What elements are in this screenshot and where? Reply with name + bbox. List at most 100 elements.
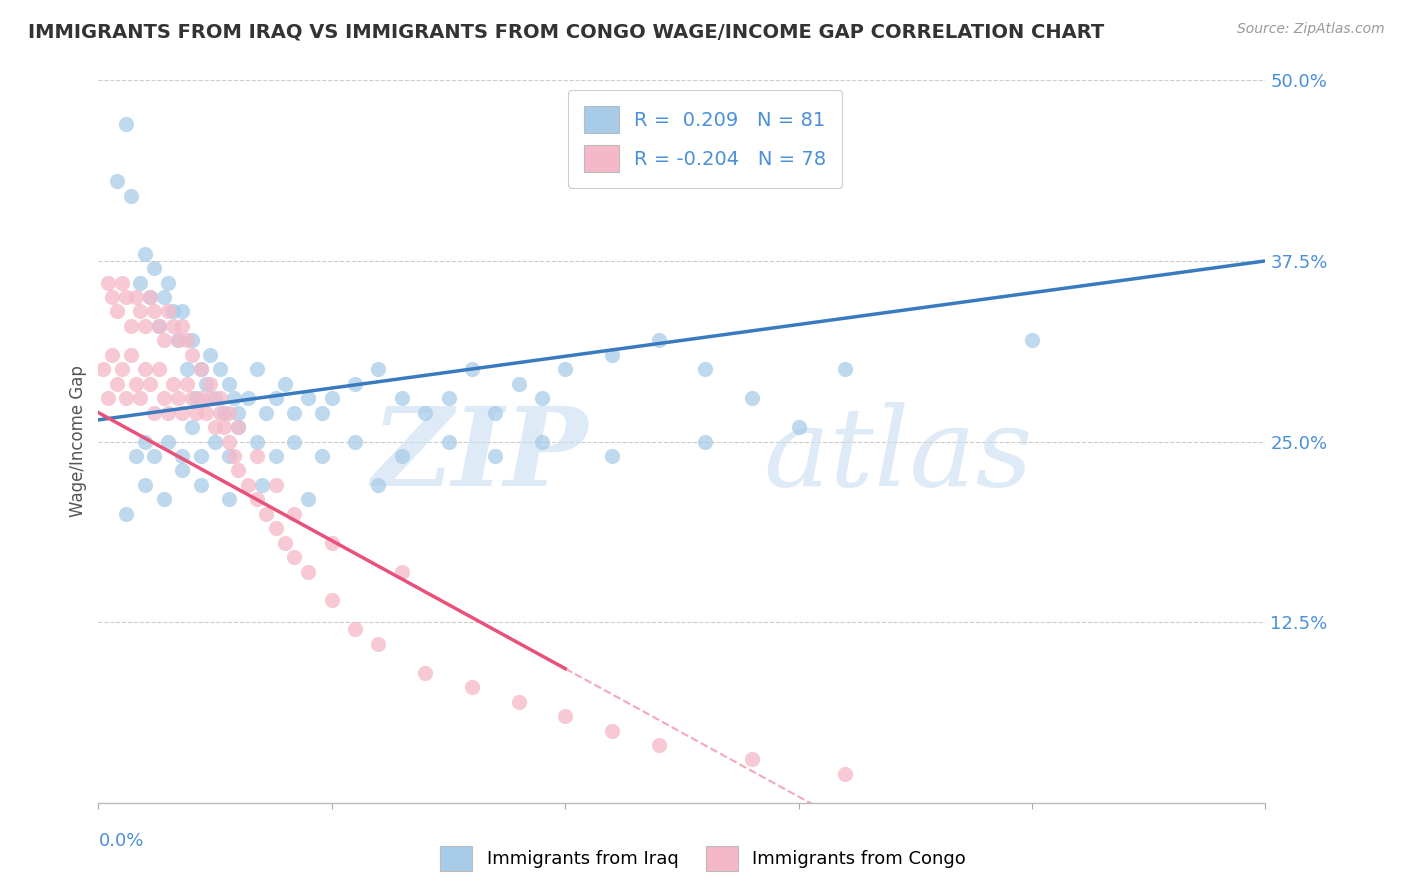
Y-axis label: Wage/Income Gap: Wage/Income Gap — [69, 366, 87, 517]
Point — [105, 304, 128, 318]
Point — [97, 391, 120, 405]
Point — [134, 362, 156, 376]
Point — [250, 478, 273, 492]
Point — [222, 449, 245, 463]
Point — [297, 565, 319, 579]
Point — [134, 246, 156, 260]
Point — [129, 391, 152, 405]
Point — [367, 478, 389, 492]
Point — [157, 406, 180, 420]
Point — [166, 334, 188, 348]
Point — [246, 434, 269, 449]
Point — [600, 723, 623, 738]
Point — [256, 406, 278, 420]
Text: ZIP: ZIP — [373, 402, 589, 509]
Point — [530, 434, 553, 449]
Point — [228, 463, 250, 477]
Point — [186, 406, 208, 420]
Point — [218, 406, 240, 420]
Point — [157, 434, 180, 449]
Point — [194, 376, 217, 391]
Point — [222, 391, 245, 405]
Point — [120, 189, 142, 203]
Point — [208, 391, 231, 405]
Point — [256, 507, 278, 521]
Point — [176, 334, 198, 348]
Point — [600, 348, 623, 362]
Point — [200, 348, 222, 362]
Point — [391, 391, 413, 405]
Point — [437, 434, 460, 449]
Point — [115, 507, 138, 521]
Point — [143, 406, 166, 420]
Point — [484, 406, 506, 420]
Point — [180, 334, 202, 348]
Point — [200, 376, 222, 391]
Point — [391, 565, 413, 579]
Point — [143, 304, 166, 318]
Point — [134, 318, 156, 333]
Point — [311, 406, 333, 420]
Point — [120, 318, 142, 333]
Point — [484, 449, 506, 463]
Point — [283, 406, 305, 420]
Point — [139, 290, 162, 304]
Point — [236, 478, 259, 492]
Point — [228, 420, 250, 434]
Point — [125, 290, 148, 304]
Point — [115, 290, 138, 304]
Point — [208, 362, 231, 376]
Point — [148, 318, 170, 333]
Point — [437, 391, 460, 405]
Point — [214, 406, 236, 420]
Point — [105, 174, 128, 188]
Text: atlas: atlas — [763, 402, 1033, 509]
Point — [461, 680, 484, 694]
Point — [204, 420, 226, 434]
Point — [741, 391, 763, 405]
Point — [283, 550, 305, 565]
Point — [200, 391, 222, 405]
Point — [204, 434, 226, 449]
Point — [143, 449, 166, 463]
Point — [115, 117, 138, 131]
Point — [176, 362, 198, 376]
Point — [695, 434, 717, 449]
Point — [413, 406, 436, 420]
Point — [105, 376, 128, 391]
Point — [461, 362, 484, 376]
Point — [647, 334, 669, 348]
Point — [695, 362, 717, 376]
Point — [152, 334, 174, 348]
Point — [297, 391, 319, 405]
Point — [834, 767, 856, 781]
Point — [190, 478, 212, 492]
Point — [264, 478, 287, 492]
Point — [166, 391, 188, 405]
Point — [321, 535, 343, 549]
Point — [208, 406, 231, 420]
Point — [148, 318, 170, 333]
Point — [115, 391, 138, 405]
Point — [125, 376, 148, 391]
Point — [508, 376, 530, 391]
Point — [162, 318, 184, 333]
Point — [143, 261, 166, 276]
Point — [172, 463, 194, 477]
Point — [787, 420, 810, 434]
Point — [367, 362, 389, 376]
Point — [344, 623, 367, 637]
Point — [647, 738, 669, 752]
Point — [228, 420, 250, 434]
Point — [190, 391, 212, 405]
Point — [321, 391, 343, 405]
Point — [264, 449, 287, 463]
Text: Source: ZipAtlas.com: Source: ZipAtlas.com — [1237, 22, 1385, 37]
Point — [186, 391, 208, 405]
Point — [152, 391, 174, 405]
Point — [139, 290, 162, 304]
Point — [172, 304, 194, 318]
Point — [111, 362, 134, 376]
Point — [166, 334, 188, 348]
Point — [157, 276, 180, 290]
